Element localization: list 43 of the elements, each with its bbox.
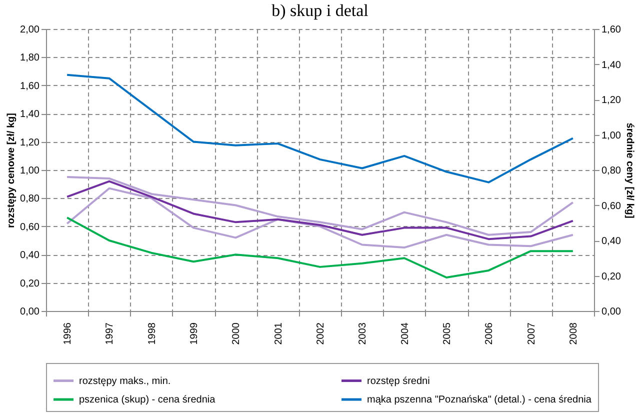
legend-label: rozstępy maks., min. bbox=[79, 376, 171, 387]
line-series bbox=[66, 187, 574, 249]
y-tick-label: 0,20 bbox=[20, 278, 40, 290]
legend-label: pszenica (skup) - cena średnia bbox=[79, 394, 216, 406]
x-tick-label: 2006 bbox=[484, 322, 496, 345]
line-series bbox=[66, 74, 574, 184]
y-tick-label: 1,20 bbox=[20, 137, 40, 148]
x-tick-label: 2008 bbox=[568, 322, 580, 345]
y2-tick-label: 0,60 bbox=[602, 200, 622, 212]
y-tick-label: 1,80 bbox=[20, 52, 40, 64]
y2-tick-label: 1,00 bbox=[602, 130, 622, 142]
y2-tick-label: 0,20 bbox=[602, 271, 622, 282]
x-tick-label: 2002 bbox=[316, 322, 326, 345]
y-tick-label: 1,60 bbox=[20, 80, 40, 92]
y-tick-label: 0,40 bbox=[20, 250, 40, 262]
y-tick-label: 0,60 bbox=[20, 222, 40, 233]
y2-tick-label: 0,80 bbox=[602, 166, 622, 176]
line-series bbox=[66, 216, 574, 279]
y-tick-label: 1,00 bbox=[20, 166, 40, 176]
y2-tick-label: 0,40 bbox=[602, 236, 622, 247]
y2-tick-label: 1,40 bbox=[602, 60, 622, 71]
y-axis-title: rozstępy cenowe [zł/ kg] bbox=[6, 112, 18, 228]
y-tick-label: 1,40 bbox=[20, 109, 40, 120]
x-tick-label: 2001 bbox=[273, 322, 284, 345]
x-tick-label: 2000 bbox=[231, 322, 242, 345]
x-tick-label: 2004 bbox=[400, 322, 411, 345]
y2-tick-label: 0,00 bbox=[602, 306, 622, 318]
x-tick-label: 2005 bbox=[442, 322, 453, 345]
x-tick-label: 1997 bbox=[104, 322, 116, 345]
legend-label: mąka pszenna "Poznańska" (detal.) - cena średnia bbox=[367, 394, 592, 406]
x-tick-label: 1999 bbox=[189, 322, 200, 345]
y2-tick-label: 1,60 bbox=[602, 24, 622, 36]
y2-axis-title: średnie ceny [zł/ kg] bbox=[624, 122, 635, 218]
y-tick-label: 0,00 bbox=[20, 306, 40, 318]
y-tick-label: 0,80 bbox=[20, 194, 40, 205]
y-tick-label: 2,00 bbox=[20, 24, 40, 36]
x-tick-label: 2007 bbox=[526, 322, 538, 345]
y2-tick-label: 1,20 bbox=[602, 95, 622, 106]
chart-title: b) skup i detal bbox=[272, 1, 369, 20]
x-tick-label: 1998 bbox=[146, 322, 158, 345]
x-tick-label: 2003 bbox=[358, 322, 369, 345]
x-tick-label: 1996 bbox=[62, 322, 74, 345]
legend-label: rozstęp średni bbox=[367, 376, 430, 387]
